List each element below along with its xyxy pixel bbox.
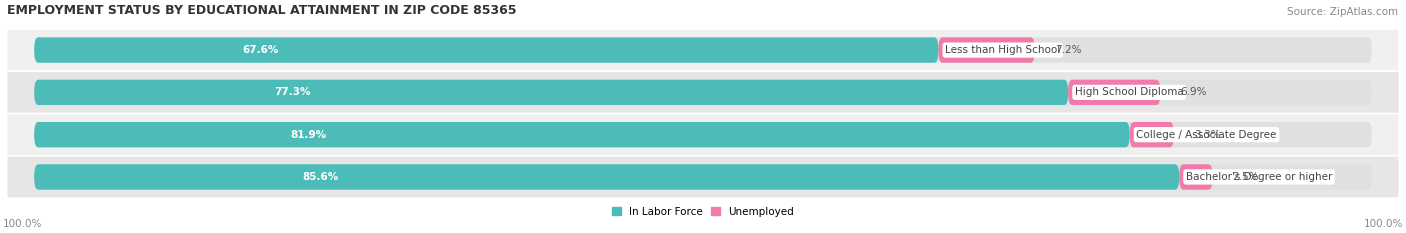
FancyBboxPatch shape xyxy=(1129,122,1174,147)
Text: 6.9%: 6.9% xyxy=(1181,87,1206,97)
FancyBboxPatch shape xyxy=(34,80,1372,105)
Text: 85.6%: 85.6% xyxy=(302,172,339,182)
Text: 67.6%: 67.6% xyxy=(242,45,278,55)
Text: 3.3%: 3.3% xyxy=(1194,130,1220,140)
FancyBboxPatch shape xyxy=(34,37,1372,63)
Text: Bachelor's Degree or higher: Bachelor's Degree or higher xyxy=(1185,172,1333,182)
Text: Less than High School: Less than High School xyxy=(945,45,1060,55)
FancyBboxPatch shape xyxy=(938,37,1035,63)
Text: College / Associate Degree: College / Associate Degree xyxy=(1136,130,1277,140)
FancyBboxPatch shape xyxy=(1180,164,1212,190)
FancyBboxPatch shape xyxy=(34,37,938,63)
Legend: In Labor Force, Unemployed: In Labor Force, Unemployed xyxy=(609,203,797,221)
Text: High School Diploma: High School Diploma xyxy=(1074,87,1184,97)
FancyBboxPatch shape xyxy=(34,80,1069,105)
Text: 100.0%: 100.0% xyxy=(1364,219,1403,229)
FancyBboxPatch shape xyxy=(7,114,1399,155)
Text: Source: ZipAtlas.com: Source: ZipAtlas.com xyxy=(1288,7,1399,17)
FancyBboxPatch shape xyxy=(7,72,1399,113)
Text: 77.3%: 77.3% xyxy=(274,87,311,97)
FancyBboxPatch shape xyxy=(7,30,1399,70)
FancyBboxPatch shape xyxy=(7,157,1399,197)
Text: 2.5%: 2.5% xyxy=(1233,172,1260,182)
Text: 7.2%: 7.2% xyxy=(1054,45,1081,55)
FancyBboxPatch shape xyxy=(1069,80,1160,105)
FancyBboxPatch shape xyxy=(34,122,1129,147)
Text: 100.0%: 100.0% xyxy=(3,219,42,229)
FancyBboxPatch shape xyxy=(34,164,1372,190)
Text: 81.9%: 81.9% xyxy=(290,130,326,140)
FancyBboxPatch shape xyxy=(34,164,1180,190)
Text: EMPLOYMENT STATUS BY EDUCATIONAL ATTAINMENT IN ZIP CODE 85365: EMPLOYMENT STATUS BY EDUCATIONAL ATTAINM… xyxy=(7,4,517,17)
FancyBboxPatch shape xyxy=(34,122,1372,147)
